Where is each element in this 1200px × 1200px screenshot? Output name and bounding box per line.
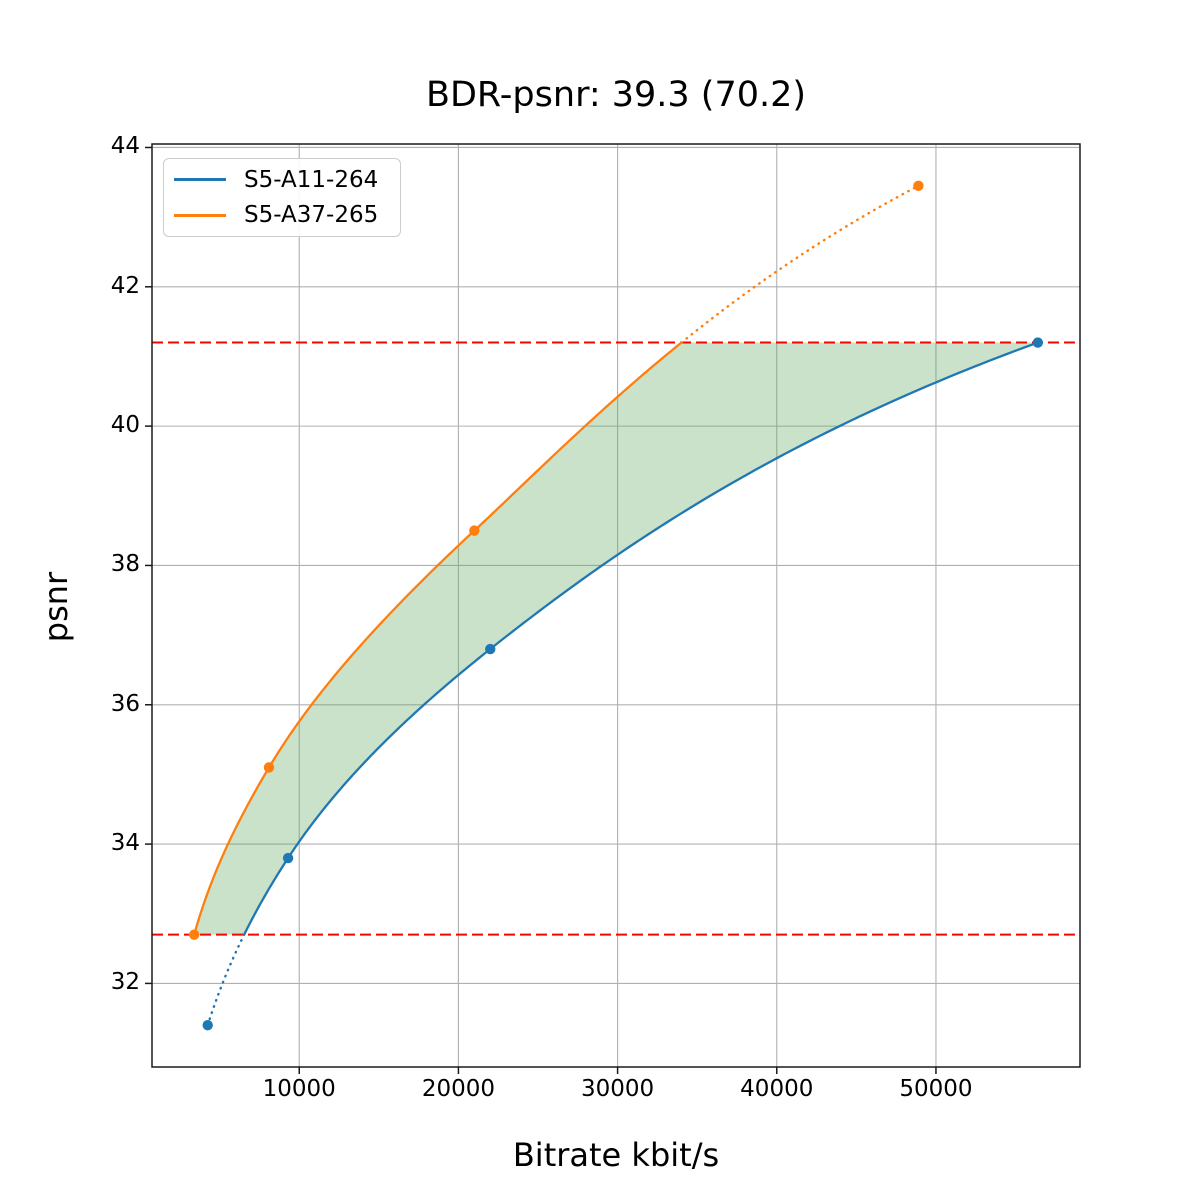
x-tick-label: 10000 — [262, 1076, 336, 1102]
chart-title: BDR-psnr: 39.3 (70.2) — [425, 75, 807, 115]
data-point-marker — [1032, 337, 1044, 348]
x-tick-label: 20000 — [421, 1076, 495, 1102]
data-point-marker — [202, 1019, 213, 1031]
x-tick-label: 30000 — [580, 1076, 655, 1102]
curve-dotted-S5-A11-264 — [206, 933, 246, 1027]
y-tick-label: 34 — [110, 830, 140, 857]
legend-label: S5-A11-264 — [244, 166, 379, 193]
legend-line-sample — [174, 213, 226, 217]
x-tick-label: 40000 — [740, 1076, 814, 1102]
plot-border — [151, 143, 1081, 1068]
y-tick-label: 44 — [110, 133, 140, 160]
y-tick-label: 40 — [110, 412, 140, 439]
data-point-marker — [469, 525, 480, 536]
data-point-marker — [282, 852, 294, 864]
y-tick-label: 36 — [110, 690, 140, 717]
x-axis-label: Bitrate kbit/s — [512, 1136, 720, 1174]
y-tick-label: 38 — [110, 551, 140, 578]
data-point-marker — [263, 762, 275, 773]
legend-label: S5-A37-265 — [244, 202, 379, 229]
overlap-fill-region — [194, 342, 1038, 935]
legend-item: S5-A37-265 — [164, 198, 400, 232]
y-tick-label: 32 — [110, 969, 140, 996]
legend-line-sample — [174, 178, 226, 182]
x-tick-label: 50000 — [899, 1076, 973, 1102]
legend: S5-A11-264 S5-A37-265 — [163, 158, 401, 237]
legend-item: S5-A11-264 — [164, 163, 400, 197]
curve-S5-A37-265 — [193, 341, 683, 935]
data-point-marker — [485, 643, 496, 655]
curve-dotted-S5-A37-265 — [680, 184, 920, 344]
y-tick-label: 42 — [110, 272, 140, 299]
data-point-marker — [188, 929, 200, 940]
data-point-marker — [913, 180, 924, 191]
